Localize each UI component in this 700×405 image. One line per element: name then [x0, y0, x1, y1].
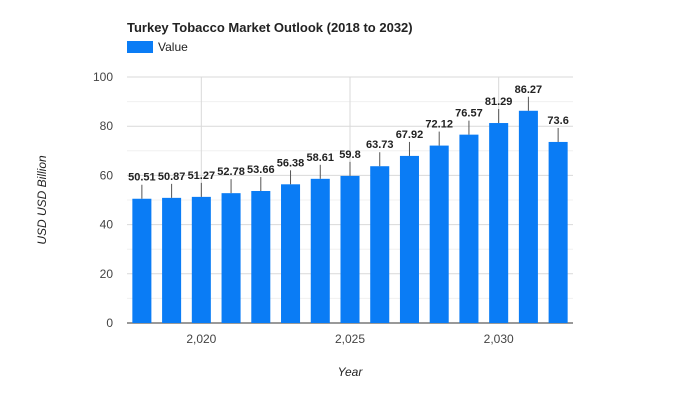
data-label: 50.87 — [158, 171, 186, 183]
legend: Value — [127, 40, 188, 54]
data-label: 73.6 — [547, 115, 568, 127]
data-label: 53.66 — [247, 164, 275, 176]
bar — [281, 184, 301, 323]
bar — [429, 145, 449, 323]
bar — [191, 196, 211, 323]
y-tick-label: 0 — [106, 316, 113, 330]
bar — [251, 190, 271, 323]
y-axis-title: USD USD Billion — [35, 155, 49, 245]
bar — [548, 141, 568, 323]
data-label: 52.78 — [217, 166, 245, 178]
bars — [132, 110, 568, 323]
x-axis-title: Year — [338, 365, 364, 379]
data-label: 63.73 — [366, 139, 394, 151]
legend-swatch — [127, 41, 153, 53]
y-tick-label: 80 — [100, 119, 114, 133]
y-tick-label: 100 — [93, 70, 113, 84]
bar — [221, 193, 241, 323]
bar — [132, 198, 152, 323]
bar — [310, 178, 330, 323]
x-tick-label: 2,030 — [484, 332, 514, 346]
legend-label: Value — [158, 40, 188, 54]
bar — [340, 175, 360, 323]
data-label: 56.38 — [277, 157, 305, 169]
x-tick-label: 2,025 — [335, 332, 365, 346]
data-label: 59.8 — [339, 149, 360, 161]
data-label: 81.29 — [485, 96, 513, 108]
data-label: 72.12 — [425, 119, 453, 131]
data-label: 86.27 — [515, 84, 543, 96]
bar — [459, 134, 479, 323]
data-label: 58.61 — [307, 152, 335, 164]
data-label: 50.51 — [128, 172, 156, 184]
bar — [370, 166, 390, 323]
y-tick-label: 40 — [100, 218, 114, 232]
data-label: 76.57 — [455, 108, 483, 120]
data-label: 51.27 — [188, 170, 216, 182]
y-tick-label: 60 — [100, 168, 114, 182]
data-label: 67.92 — [396, 129, 424, 141]
x-tick-label: 2,020 — [186, 332, 216, 346]
chart-title: Turkey Tobacco Market Outlook (2018 to 2… — [127, 20, 413, 35]
bar — [162, 197, 182, 323]
bar — [399, 155, 419, 323]
bar — [518, 110, 538, 323]
y-tick-label: 20 — [100, 267, 114, 281]
bar — [489, 123, 509, 323]
